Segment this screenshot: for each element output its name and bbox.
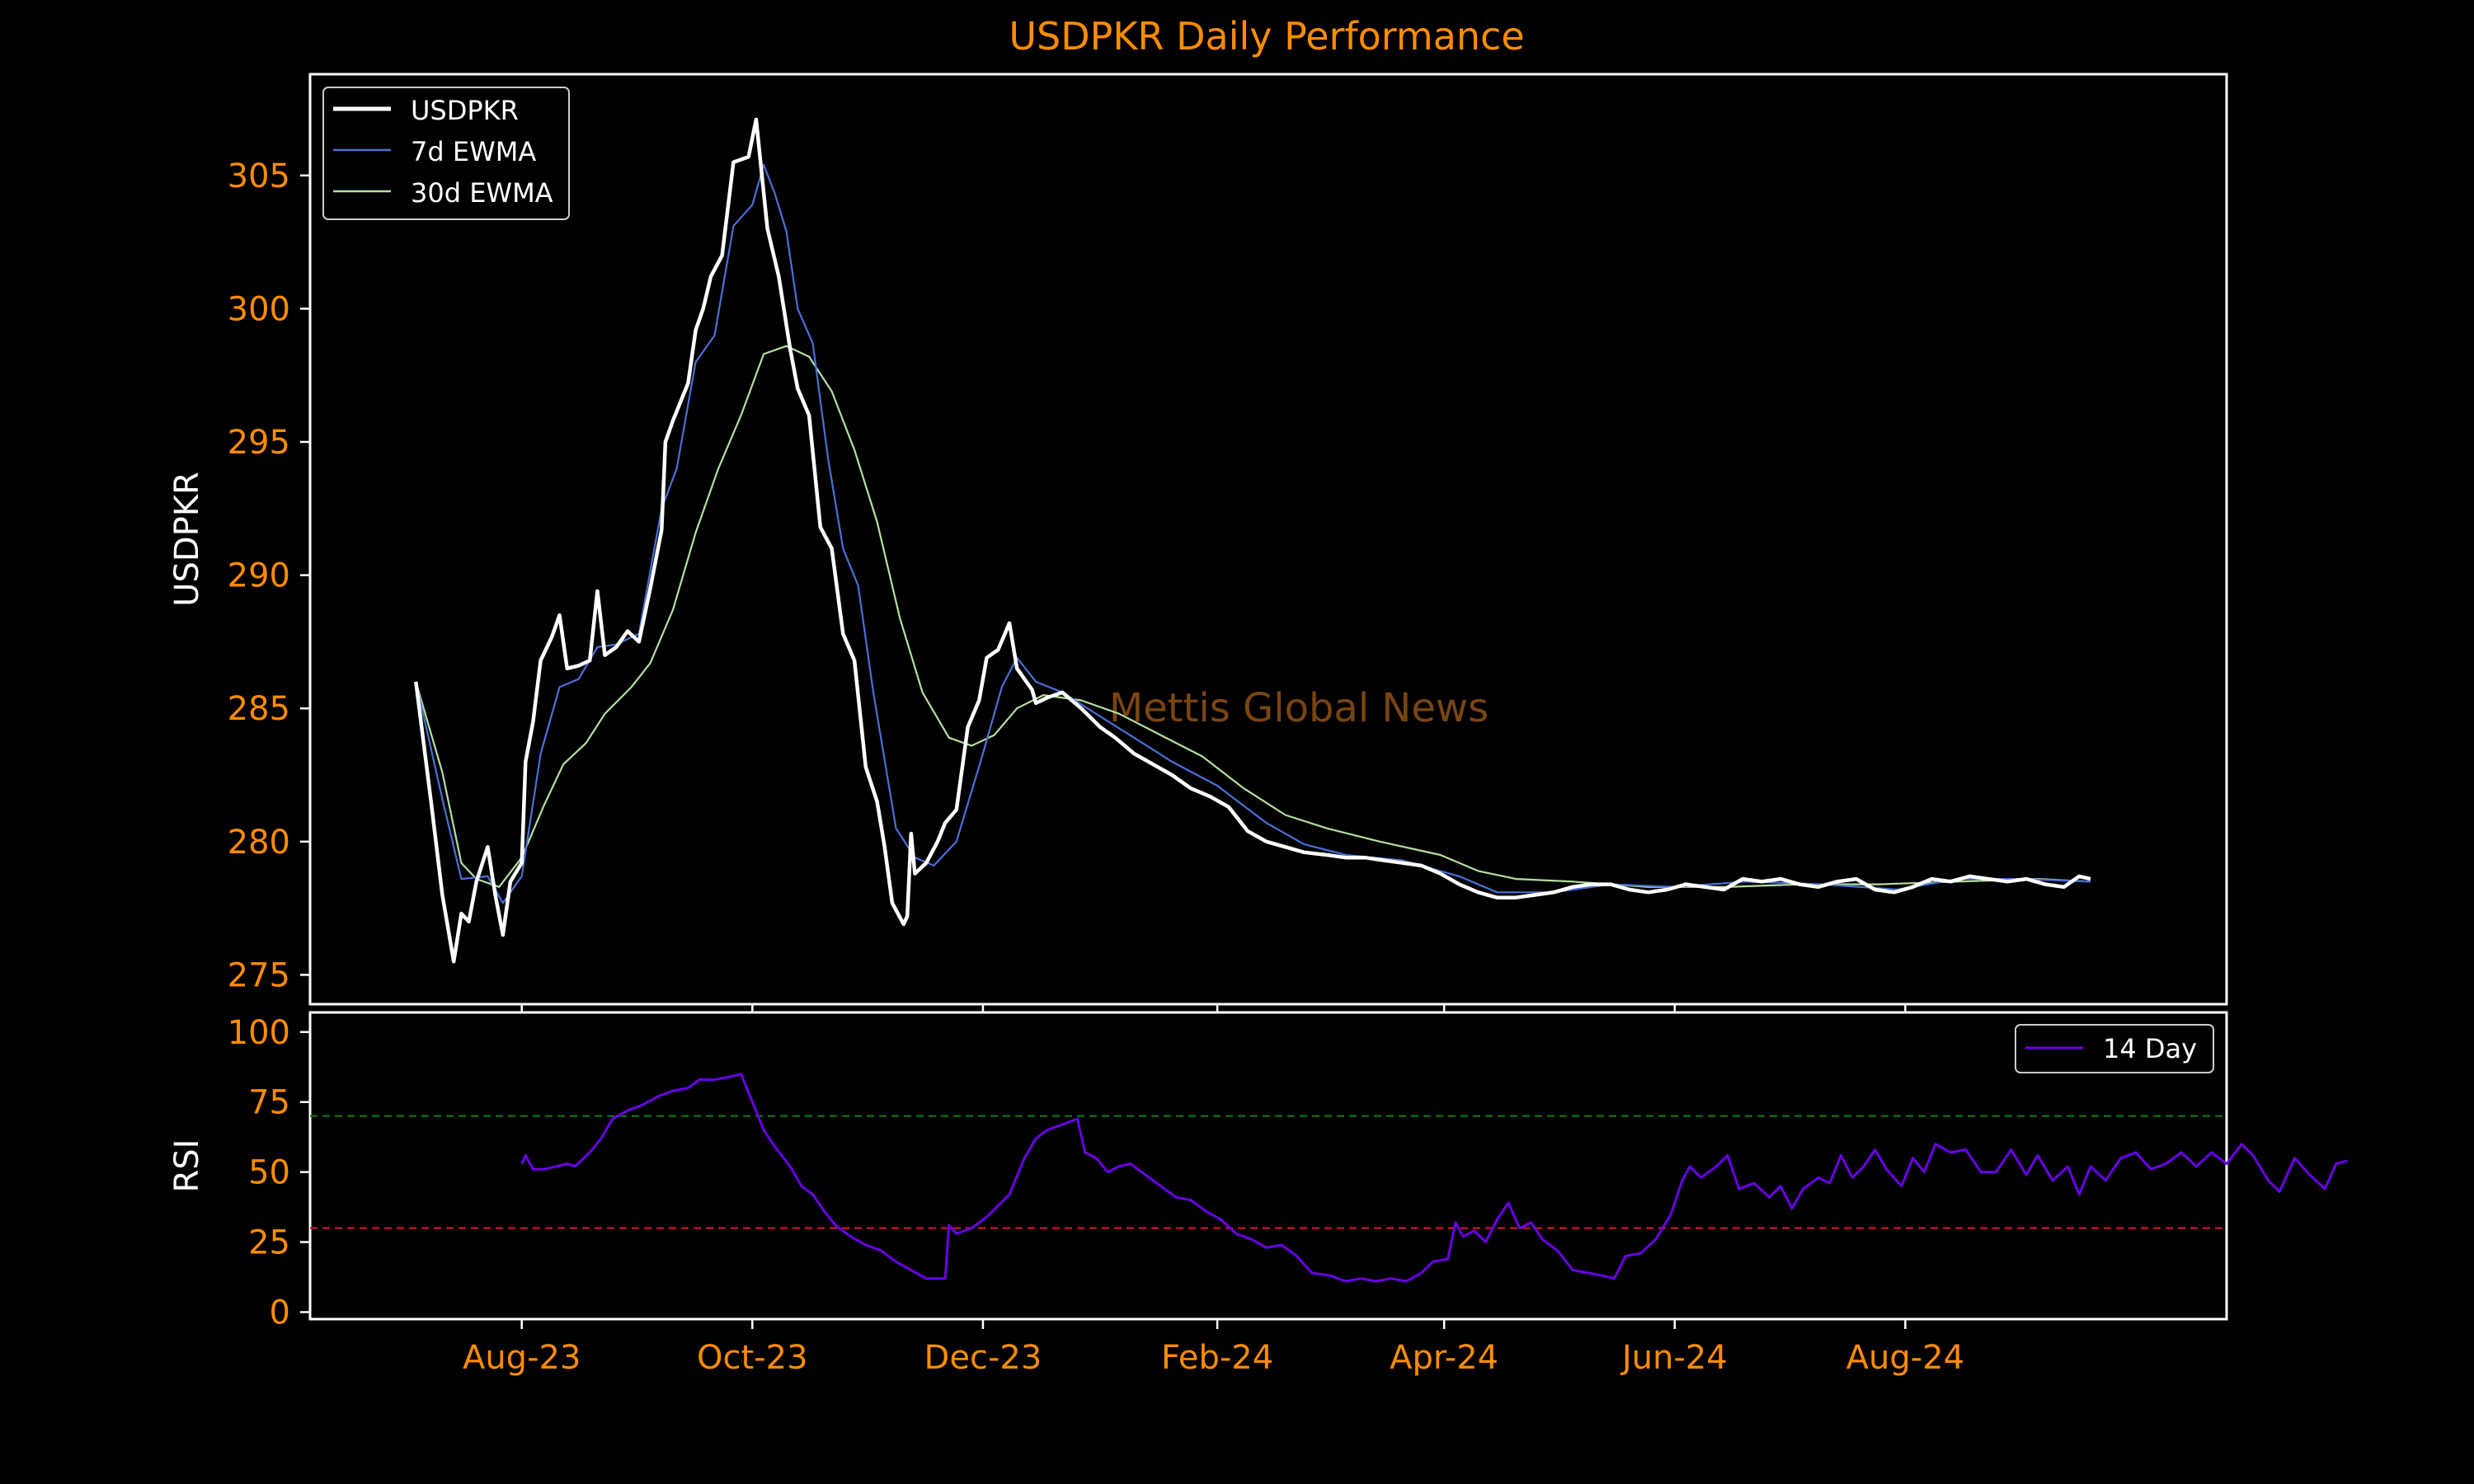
- rsi-legend: 14 Day: [2015, 1024, 2214, 1073]
- legend-label-usdpkr: USDPKR: [411, 95, 519, 126]
- rsi-legend-box: [2015, 1024, 2214, 1073]
- rsi-y-tick-label: 50: [248, 1154, 290, 1192]
- price-legend-box: [322, 87, 570, 220]
- rsi-y-tick-label: 75: [248, 1084, 290, 1122]
- ewma-30d-line: [415, 345, 2091, 888]
- rsi-14-day-line: [520, 1073, 2349, 1283]
- rsi-y-tick-label: 0: [270, 1294, 290, 1332]
- price-y-tick-label: 305: [228, 157, 290, 195]
- x-tick-label: Jun-24: [1620, 1339, 1728, 1377]
- price-y-tick-label: 285: [228, 690, 290, 728]
- price-panel-frame: [308, 73, 2228, 1006]
- x-tick-label: Aug-23: [463, 1339, 581, 1377]
- price-y-label: USDPKR: [168, 472, 206, 607]
- legend-label-14-day: 14 Day: [2103, 1033, 2197, 1064]
- rsi-reference-lines: [310, 1115, 2227, 1229]
- rsi-y-tick-label: 25: [248, 1224, 290, 1262]
- rsi-panel-frame: [308, 1011, 2228, 1321]
- watermark: Mettis Global News: [1109, 685, 1489, 731]
- price-panel: 275 280 285 290 295 300 305 USDPKR Mettis Glob…: [168, 73, 2228, 1014]
- x-tick-label: Oct-23: [697, 1339, 808, 1377]
- rsi-y-axis: 0 25 50 75 100: [228, 1014, 310, 1332]
- price-y-tick-label: 275: [228, 956, 290, 994]
- price-legend: USDPKR 7d EWMA 30d EWMA: [322, 87, 570, 220]
- legend-label-30d-ewma: 30d EWMA: [411, 177, 553, 209]
- x-tick-label: Aug-24: [1846, 1339, 1964, 1377]
- price-y-tick-label: 300: [228, 290, 290, 328]
- rsi-series: [520, 1073, 2349, 1283]
- price-y-tick-label: 295: [228, 424, 290, 462]
- rsi-x-axis: Aug-23 Oct-23 Dec-23 Feb-24 Apr-24 Jun-24 Aug-…: [463, 1319, 1964, 1377]
- legend-label-7d-ewma: 7d EWMA: [411, 136, 536, 167]
- ewma-7d-line: [415, 163, 2091, 904]
- rsi-y-tick-label: 100: [228, 1014, 290, 1052]
- x-tick-label: Dec-23: [924, 1339, 1042, 1377]
- price-y-tick-label: 280: [228, 824, 290, 862]
- usdpkr-line: [414, 117, 2091, 964]
- price-y-tick-label: 290: [228, 557, 290, 595]
- rsi-y-label: RSI: [168, 1139, 206, 1193]
- x-tick-label: Apr-24: [1390, 1339, 1498, 1377]
- price-series: [414, 117, 2091, 964]
- price-y-axis: 275 280 285 290 295 300 305: [228, 157, 310, 994]
- x-tick-label: Feb-24: [1161, 1339, 1273, 1377]
- chart-title: USDPKR Daily Performance: [1009, 14, 1524, 59]
